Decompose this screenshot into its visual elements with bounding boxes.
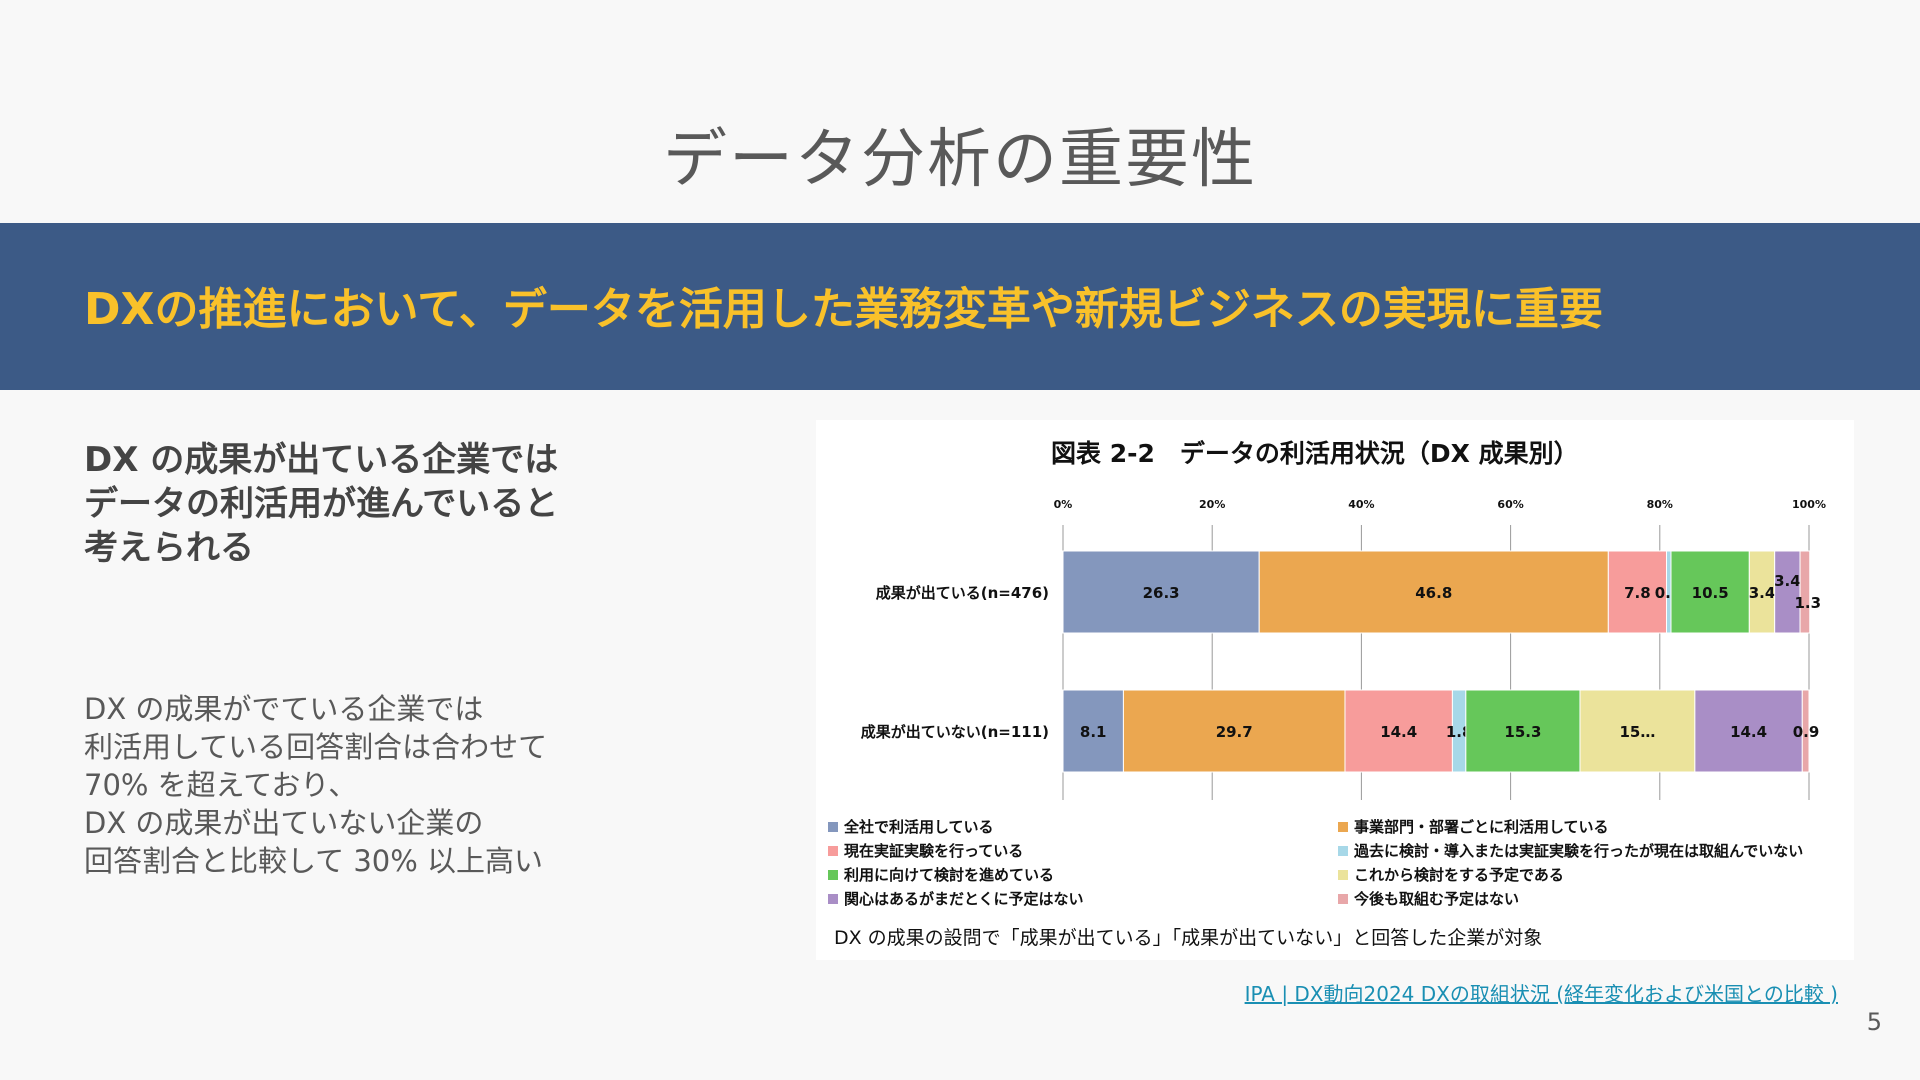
x-tick-label: 60% (1497, 498, 1523, 511)
x-tick-label: 100% (1792, 498, 1826, 511)
data-label: 15… (1619, 723, 1655, 741)
data-label: 0.9 (1793, 723, 1820, 741)
x-tick-label: 80% (1647, 498, 1673, 511)
bar-segment (1579, 689, 1696, 773)
stacked-bar-chart: 図表 2-2 データの利活用状況（DX 成果別） 0% 20% 40% 60% 80% 10… (828, 439, 1826, 949)
legend-swatch (828, 846, 838, 856)
body-text: DX の成果がでている企業では 利活用している回答割合は合わせて 70% を超え… (84, 692, 548, 878)
category-label: 成果が出ていない(n=111) (861, 723, 1049, 741)
legend-label: 利用に向けて検討を進めている (844, 866, 1054, 884)
legend-label: 関心はあるがまだとくに予定はない (844, 890, 1084, 908)
source-link[interactable]: IPA | DX動向2024 DXの取組状況 (経年変化および米国との比較 ) (1244, 982, 1838, 1006)
bar-segment (1465, 689, 1581, 773)
bar-segment (1774, 550, 1801, 634)
bar-segment (1344, 689, 1453, 773)
data-label: 46.8 (1415, 584, 1452, 602)
data-label: 29.7 (1216, 723, 1253, 741)
x-tick-label: 20% (1199, 498, 1225, 511)
legend-swatch (1338, 870, 1348, 880)
data-label: 26.3 (1143, 584, 1180, 602)
data-label: 15.3 (1504, 723, 1541, 741)
bar-segment (1670, 550, 1750, 634)
chart-footnote: DX の成果の設問で「成果が出ている」「成果が出ていない」と回答した企業が対象 (834, 927, 1542, 949)
x-tick-label: 40% (1348, 498, 1374, 511)
bar-segment (1062, 550, 1260, 634)
bar-segment (1801, 689, 1810, 773)
data-label: 3.4 (1749, 584, 1776, 602)
data-label: 10.5 (1692, 584, 1729, 602)
chart-panel: 図表 2-2 データの利活用状況（DX 成果別） 0% 20% 40% 60% 80% 10… (816, 420, 1854, 960)
page-number: 5 (1866, 1008, 1882, 1036)
data-label: 8.1 (1080, 723, 1107, 741)
lead-text: DX の成果が出ている企業では データの利活用が進んでいると 考えられる (84, 440, 559, 568)
legend-swatch (1338, 846, 1348, 856)
data-label: 7.8 (1624, 584, 1651, 602)
legend-swatch (828, 870, 838, 880)
category-label: 成果が出ている(n=476) (876, 584, 1049, 602)
chart-title: 図表 2-2 データの利活用状況（DX 成果別） (1051, 439, 1579, 468)
legend-label: 全社で利活用している (843, 818, 994, 836)
bar-segment (1062, 689, 1124, 773)
bar-segment (1799, 550, 1811, 634)
banner-text: DXの推進において、データを活用した業務変革や新規ビジネスの実現に重要 (84, 284, 1603, 335)
legend-label: 過去に検討・導入または実証実験を行ったが現在は取組んでいない (1353, 842, 1803, 860)
data-label: 14.4 (1730, 723, 1767, 741)
legend-label: 事業部門・部署ごとに利活用している (1354, 818, 1609, 836)
x-tick-label: 0% (1054, 498, 1073, 511)
slide-title: データ分析の重要性 (663, 123, 1257, 197)
legend-label: これから検討をする予定である (1354, 866, 1564, 884)
bar-segment (1694, 689, 1803, 773)
legend-swatch (1338, 822, 1348, 832)
data-label: 3.4 (1774, 572, 1801, 590)
legend-swatch (828, 894, 838, 904)
legend-swatch (1338, 894, 1348, 904)
headline-banner: DXの推進において、データを活用した業務変革や新規ビジネスの実現に重要 (0, 223, 1920, 390)
data-label: 14.4 (1380, 723, 1417, 741)
legend-swatch (828, 822, 838, 832)
data-label: 1.3 (1794, 594, 1821, 612)
legend-label: 今後も取組む予定はない (1353, 890, 1519, 908)
legend-label: 現在実証実験を行っている (844, 842, 1023, 860)
